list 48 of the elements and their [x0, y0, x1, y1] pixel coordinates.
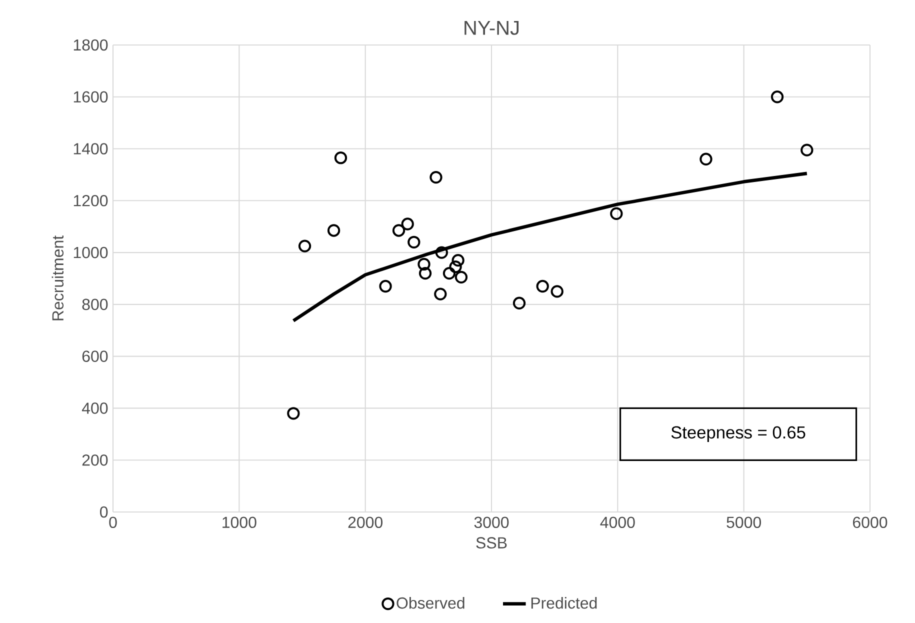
y-tick-label: 1600	[74, 91, 108, 103]
y-tick-label: 1000	[74, 246, 108, 258]
y-tick-label: 600	[82, 350, 108, 362]
y-tick-label: 200	[82, 454, 108, 466]
point	[800, 144, 814, 156]
point	[700, 152, 712, 166]
x-tick-label: 6000	[853, 516, 888, 528]
y-tick-label: 1400	[74, 143, 108, 154]
y-tick-label: 0	[100, 506, 108, 518]
y-tick-label: 400	[82, 402, 108, 414]
point	[536, 280, 549, 293]
x-tick-label: 3000	[474, 516, 509, 528]
point	[452, 254, 464, 267]
point	[379, 280, 392, 293]
point	[454, 270, 468, 284]
y-tick-label: 800	[82, 298, 108, 310]
point	[430, 170, 442, 184]
y-tick-label: 1200	[74, 194, 108, 206]
point	[770, 90, 784, 104]
legend-label: Observed	[396, 596, 464, 609]
point	[550, 285, 564, 298]
y-tick-label: 1800	[74, 39, 108, 51]
point	[434, 288, 447, 300]
x-tick-label: 2000	[348, 516, 383, 528]
x-tick-label: 1000	[222, 516, 256, 528]
point	[287, 407, 300, 420]
annotation: Steepness = 0.65	[671, 426, 806, 442]
chart-title: NY-NJ	[464, 20, 519, 35]
point	[392, 224, 406, 237]
point	[408, 236, 420, 248]
x-axis-title: SSB	[476, 537, 507, 548]
point	[449, 260, 462, 274]
line-series	[292, 172, 809, 322]
point	[610, 207, 623, 220]
point	[327, 224, 340, 237]
x-tick-label: 5000	[726, 516, 761, 528]
point	[401, 218, 414, 230]
point	[435, 246, 448, 259]
x-tick-label: 4000	[600, 516, 635, 528]
y-axis-title: Recruitment	[52, 235, 64, 320]
point	[334, 152, 348, 164]
point	[442, 266, 456, 280]
point	[298, 240, 312, 252]
legend-label: Predicted	[531, 596, 597, 609]
point	[512, 296, 526, 310]
x-tick-label: 0	[109, 516, 117, 528]
point	[418, 266, 432, 280]
point	[418, 258, 430, 271]
